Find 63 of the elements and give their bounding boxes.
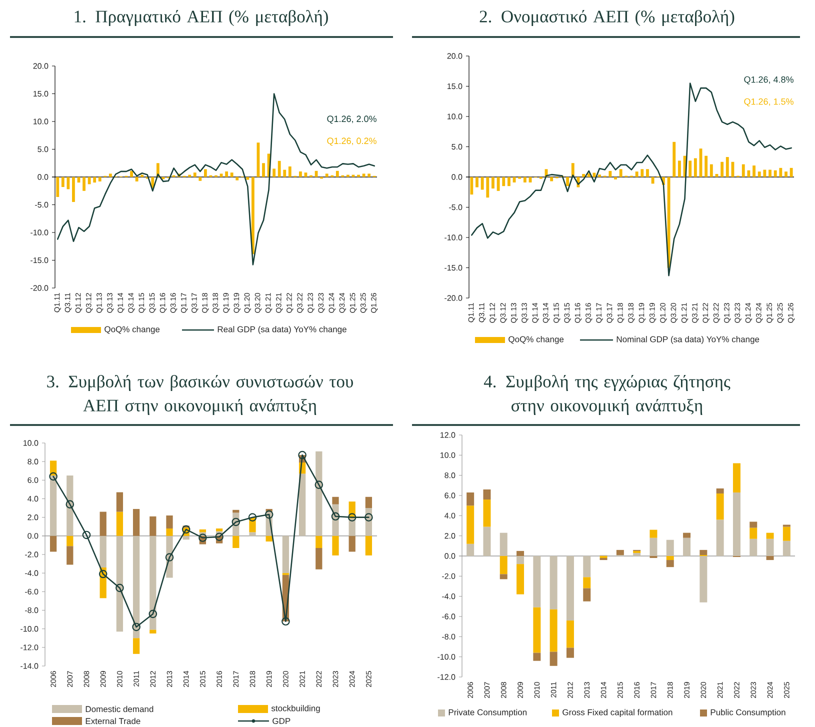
y-tick-label: 10.0 <box>24 440 38 446</box>
y-tick-label: 6.0 <box>28 477 38 483</box>
legend-label: Gross Fixed capital formation <box>562 709 672 717</box>
y-tick-label: -5.0 <box>449 204 462 210</box>
y-tick-label: -5.0 <box>35 202 48 208</box>
annotation: Q1.26, 2.0% <box>327 116 376 124</box>
y-tick-label: 5.0 <box>452 144 462 150</box>
legend-label: Private Consumption <box>448 709 527 717</box>
y-tick-label: 0.0 <box>444 553 456 559</box>
y-tick-label: 15.0 <box>448 83 462 90</box>
y-tick-label: -14.0 <box>20 663 38 669</box>
y-tick-label: 20.0 <box>33 63 48 69</box>
y-tick-label: -4.0 <box>25 570 38 576</box>
y-tick-label: -15.0 <box>30 257 48 264</box>
y-tick-label: 0.0 <box>452 174 462 180</box>
y-tick-label: -10.0 <box>438 654 456 660</box>
y-tick-label: 0.0 <box>38 174 48 180</box>
legend-label: Public Consumption <box>710 709 786 717</box>
y-tick-label: -2.0 <box>442 573 456 579</box>
y-tick-label: 20.0 <box>447 53 462 59</box>
y-tick-label: 10.0 <box>448 114 462 120</box>
y-tick-label: 0.0 <box>28 533 38 539</box>
legend-label: Real GDP (sa data) YoY% change <box>218 326 346 334</box>
y-tick-label: 4.0 <box>444 512 456 518</box>
y-tick-label: -15.0 <box>444 264 462 271</box>
y-tick-label: -8.0 <box>442 634 456 640</box>
y-tick-label: -8.0 <box>25 607 38 614</box>
y-tick-label: 10.0 <box>34 118 48 124</box>
legend-label: QoQ% change <box>508 336 564 344</box>
y-tick-label: 8.0 <box>28 458 38 464</box>
y-tick-label: 10.0 <box>440 452 456 458</box>
y-tick-label: -6.0 <box>25 588 38 594</box>
y-tick-label: -12.0 <box>438 674 456 680</box>
chart-title: 3. Συμβολή των βασικών συνιστωσών του ΑΕΠ στην οικονομική ανάπτυξη <box>47 374 353 416</box>
y-tick-label: -20.0 <box>444 295 462 301</box>
y-tick-label: 4.0 <box>28 496 38 502</box>
y-tick-label: 8.0 <box>444 472 456 478</box>
y-tick-label: -4.0 <box>442 593 456 600</box>
y-tick-label: -12.0 <box>20 644 38 650</box>
annotation: Q1.26, 0.2% <box>327 138 376 146</box>
annotation: Q1.26, 1.5% <box>744 98 794 106</box>
y-tick-label: -6.0 <box>442 614 456 620</box>
y-tick-label: -10.0 <box>20 626 38 632</box>
annotation: Q1.26, 4.8% <box>744 76 794 84</box>
legend-label: External Trade <box>86 718 140 724</box>
y-tick-label: -10.0 <box>444 234 462 240</box>
y-tick-label: 15.0 <box>34 90 48 97</box>
legend-label: Domestic demand <box>86 706 154 712</box>
y-tick-label: -20.0 <box>30 285 48 291</box>
y-tick-label: 2.0 <box>28 514 38 520</box>
y-tick-label: -10.0 <box>30 230 48 236</box>
chart-title: 1. Πραγματικό ΑΕΠ (% μεταβολή) <box>74 10 328 26</box>
legend-label: Nominal GDP (sa data) YoY% change <box>616 336 760 344</box>
legend-label: GDP <box>272 718 290 724</box>
chart-title: 4. Συμβολή της εγχώριας ζήτησης στην οικονομική ανάπτυξη <box>484 374 730 416</box>
y-tick-label: -2.0 <box>25 552 38 558</box>
y-tick-label: 5.0 <box>38 146 48 152</box>
y-tick-label: 12.0 <box>440 432 456 438</box>
legend-label: QoQ% change <box>104 326 160 334</box>
legend-label: stockbuilding <box>271 705 320 713</box>
y-tick-label: 2.0 <box>444 533 456 539</box>
chart-title: 2. Ονομαστικό ΑΕΠ (% μεταβολή) <box>480 10 734 26</box>
y-tick-label: 6.0 <box>444 492 456 498</box>
